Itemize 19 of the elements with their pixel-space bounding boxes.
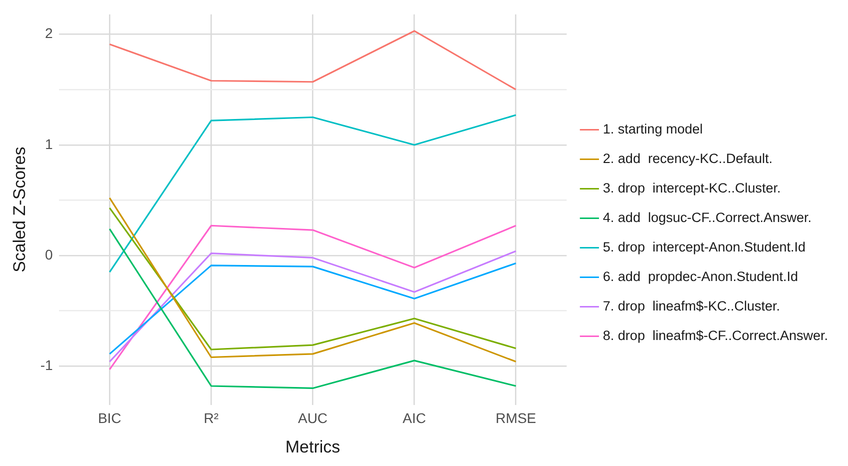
x-tick-label: RMSE xyxy=(496,410,536,426)
x-tick-label: R² xyxy=(204,410,219,426)
legend-label: 8. drop lineafm$-CF..Correct.Answer. xyxy=(602,328,828,343)
legend-label: 4. add logsuc-CF..Correct.Answer. xyxy=(602,210,812,225)
x-tick-label: AUC xyxy=(298,410,328,426)
legend-label: 5. drop intercept-Anon.Student.Id xyxy=(602,239,806,254)
x-tick-label: BIC xyxy=(98,410,122,426)
legend-label: 1. starting model xyxy=(602,121,703,136)
y-tick-label: 2 xyxy=(45,25,54,42)
y-tick-label: 0 xyxy=(45,246,54,262)
legend-label: 3. drop intercept-KC..Cluster. xyxy=(602,180,781,196)
legend-label: 6. add propdec-Anon.Student.Id xyxy=(602,268,798,284)
legend-label: 7. drop lineafm$-KC..Cluster. xyxy=(602,298,780,314)
y-axis-title: Scaled Z-Scores xyxy=(10,146,29,272)
y-tick-label: -1 xyxy=(40,356,54,373)
x-tick-label: AIC xyxy=(402,410,426,426)
x-axis-title: Metrics xyxy=(285,437,340,456)
legend-label: 2. add recency-KC..Default. xyxy=(602,150,773,166)
y-tick-label: 1 xyxy=(45,136,54,152)
